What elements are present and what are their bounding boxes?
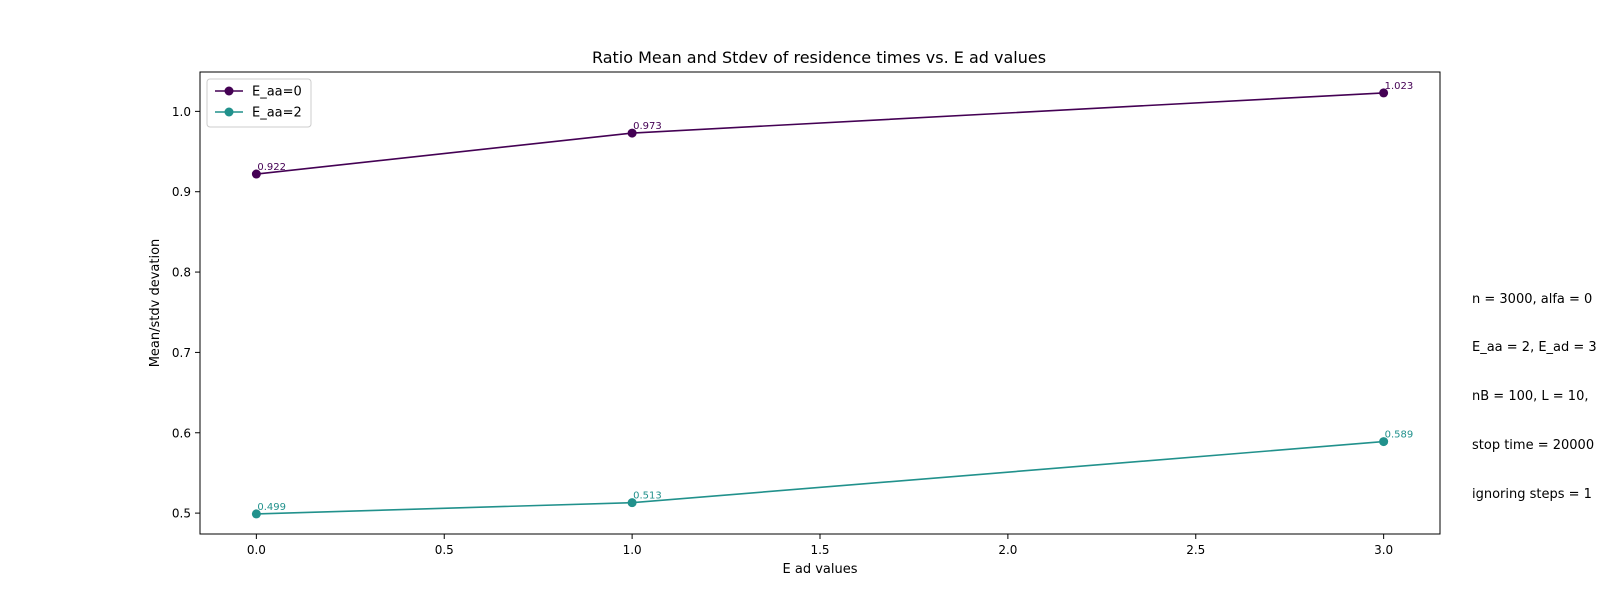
- data-point: [1379, 437, 1389, 447]
- x-tick-label: 1.5: [810, 543, 829, 557]
- x-tick-label: 0.0: [247, 543, 266, 557]
- legend: E_aa=0 E_aa=2: [206, 78, 312, 128]
- series-line: [256, 440, 1384, 515]
- plot-area: [199, 71, 1441, 535]
- x-axis: 0.0 0.5 1.0 1.5 2.0 2.5 3.0: [247, 534, 1393, 557]
- x-tick-label: 0.5: [435, 543, 454, 557]
- y-tick-label: 1.0: [172, 105, 191, 119]
- x-tick-label: 3.0: [1374, 543, 1393, 557]
- y-tick-label: 0.7: [172, 346, 191, 360]
- note-line: n = 3000, alfa = 0: [1472, 291, 1593, 307]
- data-point: [627, 498, 637, 508]
- data-label: 0.922: [257, 162, 286, 173]
- data-point: [1379, 88, 1389, 98]
- note-line: ignoring steps = 1: [1472, 487, 1592, 503]
- data-label: 0.973: [633, 121, 662, 132]
- series-line: [256, 92, 1384, 175]
- legend-entry: E_aa=0: [252, 85, 302, 100]
- series-layer: 0.922 0.973 1.023 0.499 0.513 0.589: [251, 81, 1414, 519]
- data-point: [251, 509, 261, 519]
- note-line: stop time = 20000: [1472, 438, 1595, 454]
- y-tick-label: 0.5: [172, 507, 191, 521]
- data-point: [627, 128, 637, 138]
- y-axis-label: Mean/stdv devation: [148, 239, 163, 368]
- x-tick-label: 2.5: [1186, 543, 1205, 557]
- note-line: nB = 100, L = 10,: [1472, 389, 1589, 405]
- x-tick-label: 1.0: [623, 543, 642, 557]
- legend-swatch-marker: [224, 86, 234, 96]
- y-axis: 0.5 0.6 0.7 0.8 0.9 1.0: [172, 105, 200, 521]
- y-tick-label: 0.9: [172, 185, 191, 199]
- chart-title: Ratio Mean and Stdev of residence times …: [592, 48, 1046, 67]
- data-label: 0.513: [633, 491, 662, 502]
- legend-entry: E_aa=2: [252, 106, 302, 121]
- data-point: [251, 169, 261, 179]
- x-tick-label: 2.0: [998, 543, 1017, 557]
- data-label: 0.589: [1385, 430, 1414, 441]
- x-axis-label: E ad values: [783, 562, 858, 577]
- y-tick-label: 0.6: [172, 426, 191, 440]
- y-tick-label: 0.8: [172, 266, 191, 280]
- parameter-note: n = 3000, alfa = 0 E_aa = 2, E_ad = 3 nB…: [1472, 259, 1600, 520]
- note-line: E_aa = 2, E_ad = 3: [1472, 340, 1597, 356]
- data-label: 0.499: [257, 502, 286, 513]
- data-label: 1.023: [1385, 81, 1414, 92]
- legend-swatch-marker: [224, 107, 234, 117]
